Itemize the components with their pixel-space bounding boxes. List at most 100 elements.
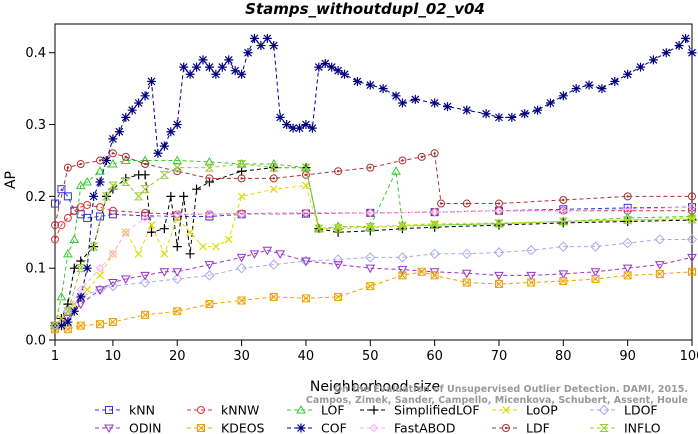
data-point-odin: [108, 279, 118, 288]
data-point-loop: [199, 242, 207, 251]
data-point-ldf: [623, 192, 632, 201]
data-point-inflo: [108, 181, 118, 190]
data-point-fastabod: [140, 213, 150, 223]
data-point-inflo: [236, 160, 247, 169]
legend-item-ldf: LDF: [492, 421, 550, 434]
data-point-ldf: [108, 149, 117, 158]
data-point-kdeos: [366, 282, 375, 291]
data-point-ldof: [139, 277, 151, 288]
data-point-kdeos: [527, 278, 536, 287]
data-point-inflo: [121, 178, 131, 186]
data-point-cof: [95, 177, 105, 187]
data-point-kdeos: [334, 292, 343, 301]
data-point-inflo: [558, 217, 569, 226]
x-tick-label: 80: [555, 349, 572, 364]
data-point-ldof: [525, 245, 537, 256]
data-point-cof: [288, 123, 298, 133]
data-point-knnw: [96, 203, 105, 212]
data-point-simplifiedlof: [76, 256, 86, 266]
data-point-odin: [590, 268, 601, 277]
data-point-cof: [179, 62, 189, 72]
data-point-simplifiedlof: [69, 263, 79, 273]
data-point-inflo: [622, 216, 633, 225]
data-point-cof: [333, 66, 343, 76]
data-point-cof: [481, 109, 491, 119]
legend-item-inflo: INFLO: [590, 421, 661, 434]
data-point-kdeos: [301, 294, 310, 303]
data-point-cof: [69, 306, 79, 316]
series-fastabod: [50, 202, 697, 330]
data-point-loop: [147, 221, 156, 230]
data-point-cof: [237, 69, 247, 79]
data-point-kdeos: [173, 307, 182, 316]
data-point-odin: [622, 264, 633, 274]
data-point-simplifiedlof: [494, 220, 504, 230]
legend-marker-odin: [104, 424, 114, 434]
data-point-lof: [56, 291, 67, 301]
data-point-inflo: [172, 163, 182, 172]
legend-label-ldf: LDF: [526, 421, 550, 434]
data-point-kdeos: [141, 310, 150, 319]
legend-label-loop: LoOP: [526, 403, 558, 418]
data-point-lof: [63, 248, 73, 258]
data-point-fastabod: [559, 206, 568, 215]
data-point-inflo: [365, 223, 375, 232]
data-point-fastabod: [108, 249, 118, 259]
legend-marker-inflo: [599, 424, 609, 432]
data-point-kdeos: [96, 320, 105, 329]
data-point-inflo: [494, 219, 504, 228]
data-point-odin: [397, 266, 408, 275]
data-point-fastabod: [687, 202, 697, 212]
data-point-knnw: [70, 206, 79, 215]
y-tick-label: 0.4: [25, 46, 46, 61]
y-axis-label: AP: [3, 171, 19, 189]
data-point-kdeos: [417, 267, 426, 276]
data-point-inflo: [314, 224, 324, 233]
x-tick-label: 70: [491, 349, 508, 364]
data-point-fastabod: [95, 263, 105, 273]
data-point-cof: [674, 41, 684, 51]
data-point-cof: [275, 112, 285, 122]
legend-item-lof: LOF: [287, 403, 345, 418]
data-point-kdeos: [269, 292, 278, 301]
data-point-ldf: [237, 174, 246, 183]
data-point-ldof: [236, 262, 247, 274]
data-point-odin: [301, 257, 311, 267]
data-point-odin: [204, 261, 215, 270]
data-point-loop: [121, 228, 130, 237]
data-point-cof: [430, 98, 440, 108]
data-point-lof: [391, 166, 401, 175]
data-point-kdeos: [108, 318, 117, 327]
data-point-simplifiedlof: [172, 242, 182, 252]
data-point-simplifiedlof: [558, 218, 568, 228]
data-point-ldf: [559, 195, 568, 204]
data-point-cof: [584, 80, 594, 90]
data-point-ldf: [205, 174, 214, 183]
data-point-fastabod: [494, 206, 504, 215]
legend-label-cof: COF: [321, 421, 347, 434]
data-point-ldf: [76, 160, 85, 169]
legend-label-knn: kNN: [129, 403, 155, 418]
data-point-cof: [314, 62, 324, 72]
data-point-odin: [558, 270, 569, 279]
data-point-cof: [134, 98, 144, 108]
data-point-kdeos: [398, 271, 407, 280]
data-point-odin: [275, 250, 286, 259]
data-point-knnw: [57, 221, 66, 230]
data-point-knn: [205, 212, 214, 221]
data-point-kdeos: [591, 274, 600, 283]
legend-marker-knnw: [197, 406, 205, 414]
data-point-cof: [121, 112, 131, 122]
data-point-cof: [256, 41, 266, 51]
legend-item-odin: ODIN: [95, 421, 162, 434]
data-point-odin: [461, 269, 472, 279]
data-point-cof: [307, 123, 317, 133]
legend-marker-lof: [296, 404, 306, 414]
data-point-cof: [282, 120, 292, 130]
legend-marker-fastabod: [369, 423, 379, 433]
data-point-simplifiedlof: [147, 227, 157, 237]
data-point-fastabod: [121, 228, 130, 237]
data-point-ldof: [558, 241, 569, 252]
data-point-simplifiedlof: [623, 217, 633, 226]
data-point-cof: [661, 48, 671, 58]
